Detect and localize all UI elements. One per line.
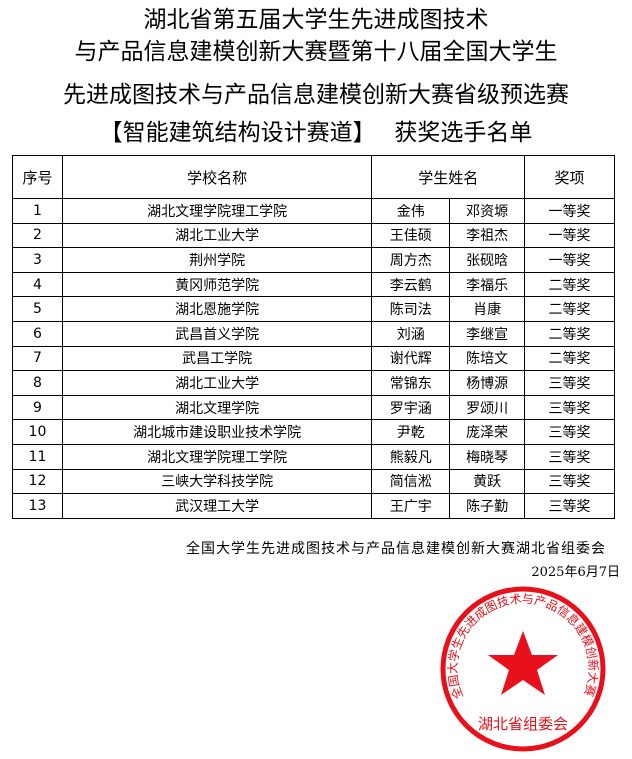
title-line-1: 湖北省第五届大学生先进成图技术 (143, 7, 489, 33)
cell-school: 湖北文理学院理工学院 (61, 443, 373, 470)
cell-student-1: 李云鹤 (371, 271, 451, 298)
cell-index: 1 (12, 198, 63, 224)
header-index: 序号 (12, 155, 63, 199)
cell-school: 湖北城市建设职业技术学院 (61, 419, 373, 445)
cell-student-1: 熊毅凡 (371, 443, 451, 470)
cell-index: 4 (12, 271, 63, 298)
title-line-4: 【智能建筑结构设计赛道】 获奖选手名单 (99, 120, 533, 146)
table-row: 1 湖北文理学院理工学院 金伟 邓资塬 一等奖 (12, 198, 615, 224)
winners-table: 序号 学校名称 学生姓名 奖项 1 湖北文理学院理工学院 金伟 邓资塬 一等奖 2 湖北工业… (12, 155, 615, 519)
cell-school: 荆州学院 (61, 247, 373, 273)
cell-student-2: 梅晓琴 (449, 443, 526, 470)
cell-student-2: 肖康 (449, 296, 526, 322)
cell-student-2: 陈培文 (449, 345, 526, 372)
cell-student-1: 谢代辉 (371, 345, 451, 372)
cell-student-1: 王佳硕 (371, 222, 451, 249)
header-students: 学生姓名 (371, 155, 526, 199)
cell-award: 三等奖 (524, 394, 615, 421)
cell-student-2: 李福乐 (449, 271, 526, 298)
cell-school: 武昌工学院 (61, 345, 373, 372)
cell-student-2: 陈子勤 (449, 493, 526, 519)
cell-award: 一等奖 (524, 222, 615, 249)
star-icon (488, 631, 558, 695)
seal-ring (440, 586, 606, 752)
table-row: 11 湖北文理学院理工学院 熊毅凡 梅晓琴 三等奖 (12, 443, 615, 470)
table-row: 6 武昌首义学院 刘涵 李继宣 二等奖 (12, 320, 615, 347)
cell-student-1: 简信淞 (371, 468, 451, 495)
cell-index: 12 (12, 468, 63, 495)
cell-school: 黄冈师范学院 (61, 271, 373, 298)
cell-award: 二等奖 (524, 320, 615, 347)
title-line-3: 先进成图技术与产品信息建模创新大赛省级预选赛 (63, 82, 569, 108)
cell-award: 三等奖 (524, 419, 615, 445)
cell-school: 三峡大学科技学院 (61, 468, 373, 495)
cell-school: 武昌首义学院 (61, 320, 373, 347)
header-award: 奖项 (524, 155, 615, 199)
cell-student-2: 罗颂川 (449, 394, 526, 421)
cell-index: 6 (12, 320, 63, 347)
table-header-row: 序号 学校名称 学生姓名 奖项 (12, 155, 615, 199)
cell-student-1: 陈司法 (371, 296, 451, 322)
table-row: 9 湖北文理学院 罗宇涵 罗颂川 三等奖 (12, 394, 615, 421)
cell-student-2: 邓资塬 (449, 198, 526, 224)
table-row: 2 湖北工业大学 王佳硕 李祖杰 一等奖 (12, 222, 615, 249)
cell-school: 湖北恩施学院 (61, 296, 373, 322)
cell-student-2: 黄跃 (449, 468, 526, 495)
cell-award: 二等奖 (524, 345, 615, 372)
cell-award: 一等奖 (524, 247, 615, 273)
cell-school: 湖北文理学院理工学院 (61, 198, 373, 224)
cell-index: 3 (12, 247, 63, 273)
table-row: 3 荆州学院 周方杰 张砚晗 一等奖 (12, 247, 615, 273)
table-row: 12 三峡大学科技学院 简信淞 黄跃 三等奖 (12, 468, 615, 495)
cell-award: 三等奖 (524, 468, 615, 495)
cell-award: 三等奖 (524, 443, 615, 470)
cell-student-2: 张砚晗 (449, 247, 526, 273)
cell-award: 二等奖 (524, 296, 615, 322)
cell-student-2: 杨博源 (449, 370, 526, 396)
cell-index: 7 (12, 345, 63, 372)
cell-student-1: 金伟 (371, 198, 451, 224)
cell-school: 湖北文理学院 (61, 394, 373, 421)
cell-index: 2 (12, 222, 63, 249)
table-row: 4 黄冈师范学院 李云鹤 李福乐 二等奖 (12, 271, 615, 298)
table-row: 5 湖北恩施学院 陈司法 肖康 二等奖 (12, 296, 615, 322)
table-row: 7 武昌工学院 谢代辉 陈培文 二等奖 (12, 345, 615, 372)
cell-index: 11 (12, 443, 63, 470)
cell-student-1: 刘涵 (371, 320, 451, 347)
cell-award: 三等奖 (524, 370, 615, 396)
cell-student-1: 周方杰 (371, 247, 451, 273)
organizer-text: 全国大学生先进成图技术与产品信息建模创新大赛湖北省组委会 (186, 541, 606, 557)
cell-student-2: 庞泽荣 (449, 419, 526, 445)
table-row: 8 湖北工业大学 常锦东 杨博源 三等奖 (12, 370, 615, 396)
cell-student-2: 李继宣 (449, 320, 526, 347)
cell-student-1: 常锦东 (371, 370, 451, 396)
cell-index: 9 (12, 394, 63, 421)
cell-index: 5 (12, 296, 63, 322)
header-school: 学校名称 (61, 155, 373, 199)
cell-school: 湖北工业大学 (61, 222, 373, 249)
official-seal: 全国大学生先进成图技术与产品信息建模创新大赛 湖北省组委会 (440, 586, 606, 752)
cell-index: 8 (12, 370, 63, 396)
cell-school: 武汉理工大学 (61, 493, 373, 519)
cell-award: 三等奖 (524, 493, 615, 519)
title-line-2: 与产品信息建模创新大赛暨第十八届全国大学生 (74, 39, 558, 65)
cell-student-1: 罗宇涵 (371, 394, 451, 421)
seal-bottom-text: 湖北省组委会 (478, 715, 568, 733)
cell-index: 10 (12, 419, 63, 445)
table-row: 10 湖北城市建设职业技术学院 尹乾 庞泽荣 三等奖 (12, 419, 615, 445)
cell-student-1: 王广宇 (371, 493, 451, 519)
table-row: 13 武汉理工大学 王广宇 陈子勤 三等奖 (12, 493, 615, 519)
cell-school: 湖北工业大学 (61, 370, 373, 396)
cell-award: 二等奖 (524, 271, 615, 298)
cell-student-2: 李祖杰 (449, 222, 526, 249)
date-text: 2025年6月7日 (531, 565, 620, 580)
cell-index: 13 (12, 493, 63, 519)
cell-student-1: 尹乾 (371, 419, 451, 445)
cell-award: 一等奖 (524, 198, 615, 224)
